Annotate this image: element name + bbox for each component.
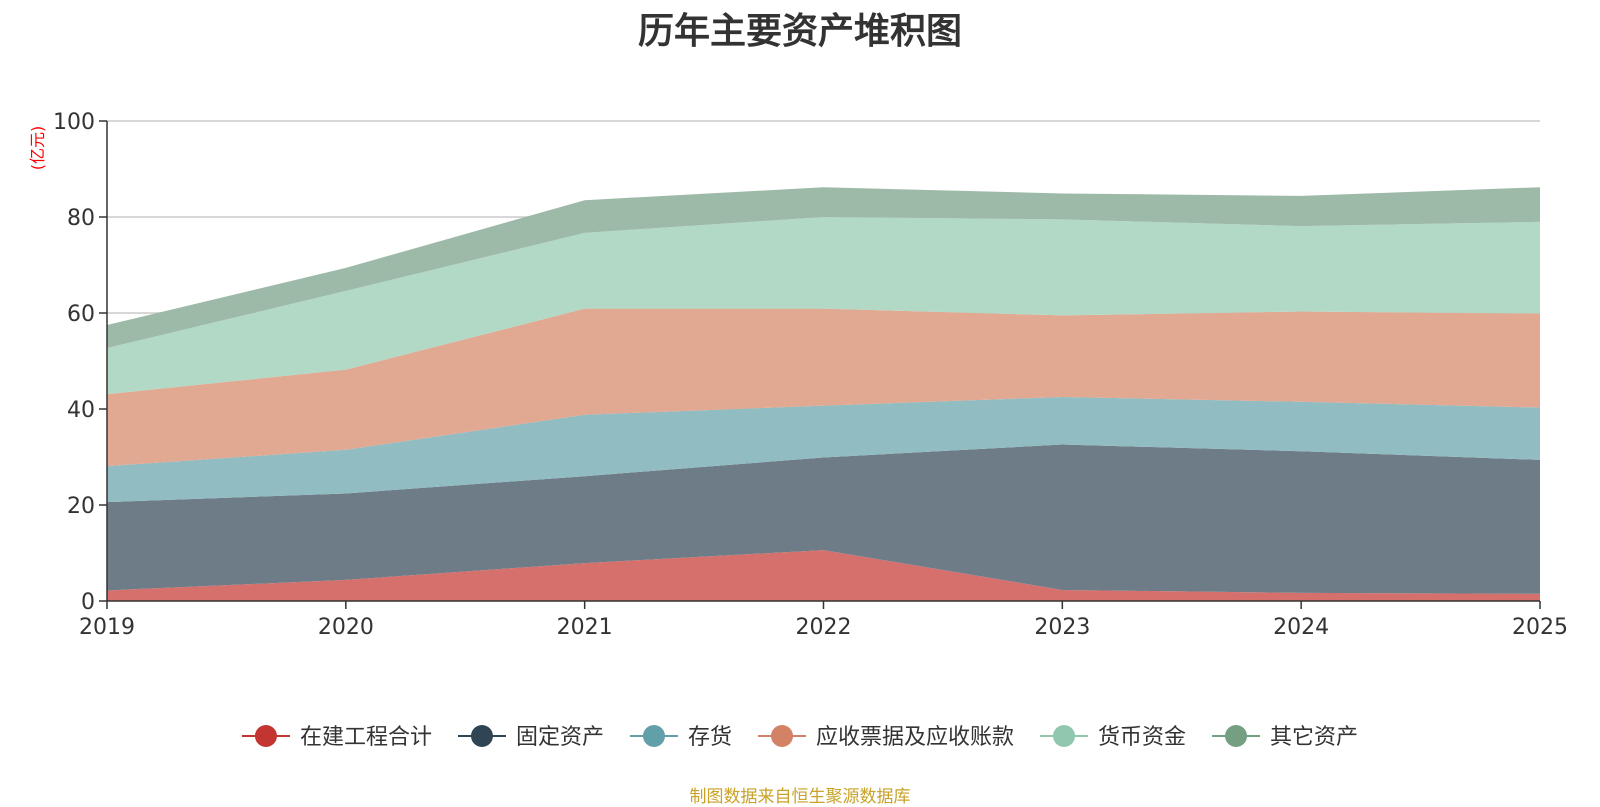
y-tick-label: 20	[67, 494, 95, 519]
legend-item-3[interactable]: 存货	[629, 725, 732, 750]
x-tick-label: 2025	[1512, 615, 1568, 640]
axes: 0 20 40 60 80 100 2019 2020 2021 2022 2023 2024 2025…	[28, 110, 1568, 640]
area-series-2[interactable]	[107, 444, 1540, 594]
legend-label: 应收票据及应收账款	[816, 725, 1014, 750]
legend: 在建工程合计 固定资产 存货 应收票据及应收账款 货币资金 其它资产	[241, 725, 1358, 750]
x-tick-label: 2020	[318, 615, 374, 640]
legend-marker-icon	[1225, 725, 1248, 747]
legend-label: 货币资金	[1098, 725, 1186, 750]
legend-item-4[interactable]: 应收票据及应收账款	[758, 725, 1014, 750]
legend-item-6[interactable]: 其它资产	[1212, 725, 1358, 750]
y-tick-label: 60	[67, 302, 95, 327]
legend-marker-icon	[254, 725, 277, 747]
legend-label: 固定资产	[516, 725, 604, 750]
legend-label: 其它资产	[1270, 725, 1358, 750]
area-series-5[interactable]	[107, 217, 1540, 395]
legend-item-1[interactable]: 在建工程合计	[241, 725, 432, 750]
area-series-3[interactable]	[107, 397, 1540, 503]
legend-marker-icon	[771, 725, 793, 747]
legend-label: 存货	[688, 725, 732, 750]
y-tick-label: 80	[67, 206, 95, 231]
legend-marker-icon	[470, 725, 493, 747]
area-series-4[interactable]	[107, 308, 1540, 467]
x-tick-label: 2019	[79, 615, 135, 640]
legend-label: 在建工程合计	[300, 725, 432, 750]
legend-item-5[interactable]: 货币资金	[1040, 725, 1186, 750]
source-note: 制图数据来自恒生聚源数据库	[689, 787, 911, 807]
legend-marker-icon	[1053, 725, 1076, 747]
legend-marker-icon	[642, 725, 665, 747]
area-series-1[interactable]	[107, 550, 1540, 601]
area-series	[107, 187, 1540, 601]
area-series-6[interactable]	[107, 187, 1540, 349]
x-tick-label: 2024	[1273, 615, 1329, 640]
x-tick-label: 2021	[557, 615, 613, 640]
y-tick-label: 0	[81, 590, 95, 615]
y-tick-label: 100	[53, 110, 95, 135]
y-tick-label: 40	[67, 398, 95, 423]
x-tick-label: 2022	[796, 615, 852, 640]
y-axis-unit-label: (亿元)	[28, 126, 47, 171]
legend-item-2[interactable]: 固定资产	[457, 725, 604, 750]
chart-title: 历年主要资产堆积图	[637, 11, 962, 52]
x-tick-label: 2023	[1034, 615, 1090, 640]
